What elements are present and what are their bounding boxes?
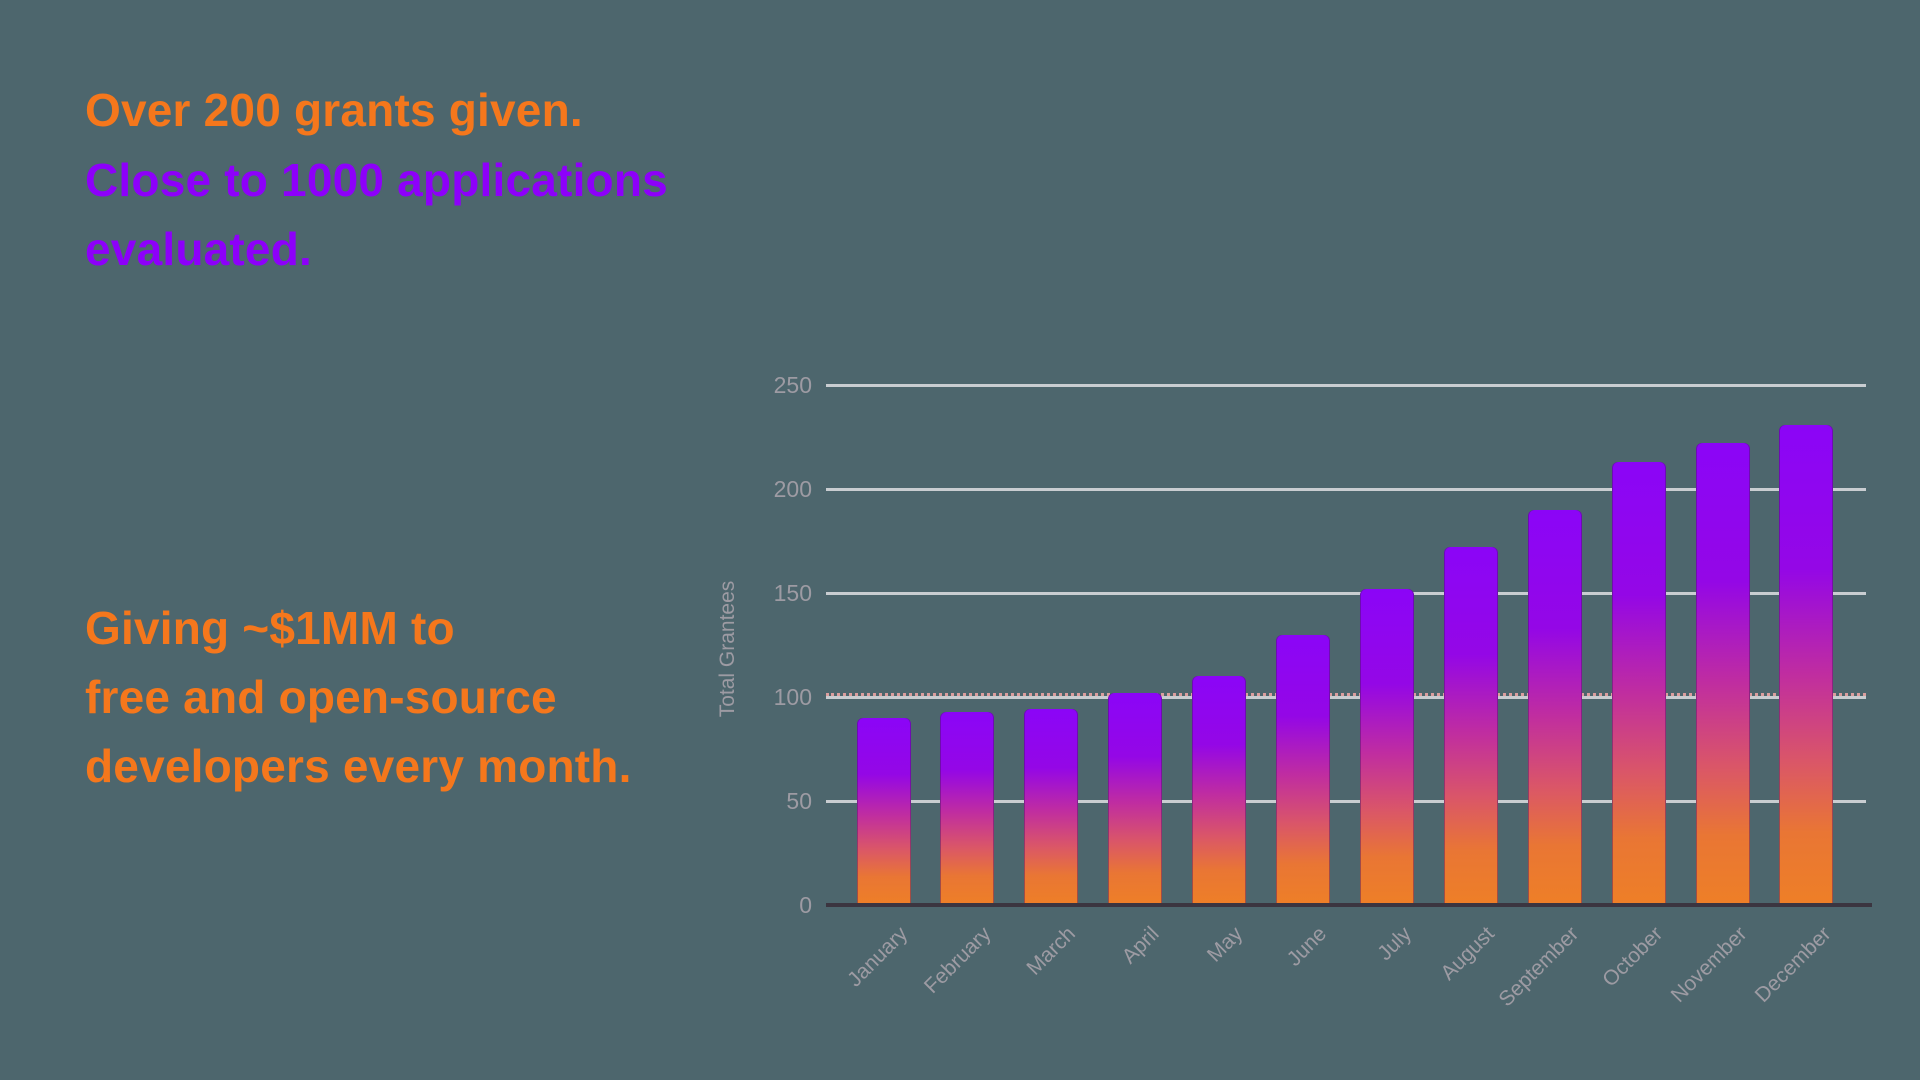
gridline-y-200 (826, 488, 1866, 491)
x-label-march: March (1022, 922, 1080, 980)
bar-may (1192, 676, 1247, 905)
x-label-may: May (1203, 922, 1248, 967)
bar-october (1611, 461, 1666, 905)
x-label-february: February (920, 922, 996, 998)
bar-august (1443, 547, 1498, 905)
gridline-y-100 (826, 696, 1866, 699)
x-label-april: April (1117, 922, 1164, 969)
y-tick-label-250: 250 (773, 372, 812, 398)
bar-june (1276, 634, 1330, 905)
bar-april (1108, 692, 1163, 905)
y-tick-label-200: 200 (773, 476, 812, 502)
x-label-november: November (1666, 922, 1752, 1008)
bar-february (940, 711, 995, 905)
x-label-october: October (1598, 922, 1668, 992)
bar-july (1359, 588, 1414, 905)
gridline-y-50 (826, 800, 1866, 803)
y-tick-label-0: 0 (799, 892, 812, 918)
x-label-january: January (842, 922, 913, 992)
bar-december (1779, 424, 1834, 905)
heading-grants-given: Over 200 grants given. (85, 84, 583, 136)
x-axis-baseline (826, 903, 1872, 907)
y-tick-label-100: 100 (773, 684, 812, 710)
y-axis-title: Total Grantees (716, 580, 739, 718)
gridline-y-250 (826, 384, 1866, 387)
x-label-august: August (1436, 922, 1500, 985)
gridline-y-150 (826, 592, 1866, 595)
x-label-december: December (1750, 922, 1835, 1008)
y-tick-label-50: 50 (786, 788, 812, 814)
x-label-june: June (1283, 922, 1332, 971)
y-tick-label-150: 150 (773, 580, 812, 606)
heading-giving-amount: Giving ~$1MM to free and open-source dev… (85, 602, 632, 792)
x-label-july: July (1372, 922, 1416, 965)
bar-september (1527, 509, 1582, 905)
reference-line-100 (826, 693, 1866, 696)
x-label-september: September (1494, 922, 1584, 1012)
heading-applications-evaluated: Close to 1000 applications evaluated. (85, 154, 668, 275)
bar-january (856, 717, 911, 905)
bar-march (1024, 709, 1079, 905)
bar-november (1695, 443, 1750, 905)
